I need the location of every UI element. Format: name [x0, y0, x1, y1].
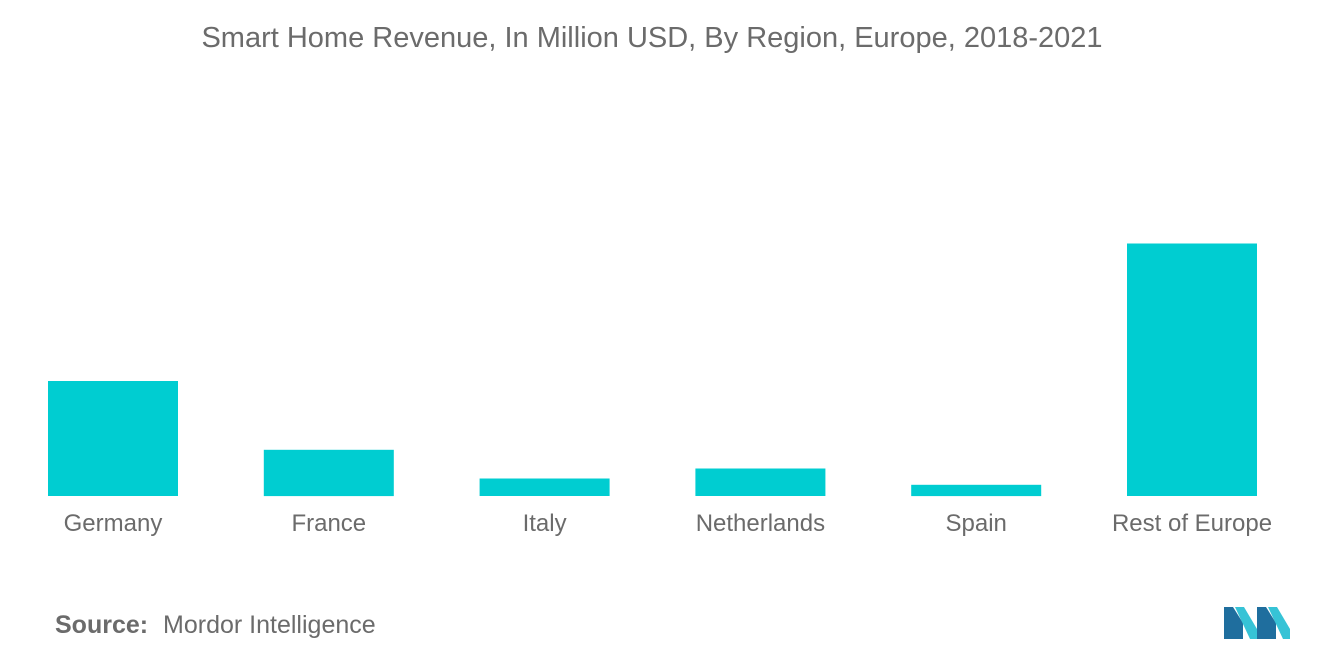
bar-germany — [48, 381, 178, 496]
bars-group — [48, 243, 1257, 497]
mordor-intelligence-logo-icon — [1224, 607, 1290, 639]
source-line: Source: Mordor Intelligence — [55, 611, 376, 640]
source-label: Source: — [55, 611, 149, 639]
bar-italy — [479, 478, 610, 496]
chart-title: Smart Home Revenue, In Million USD, By R… — [201, 22, 1103, 54]
category-label: Germany — [64, 510, 163, 537]
category-label: Spain — [946, 510, 1007, 537]
bar-spain — [911, 484, 1042, 497]
category-label: Netherlands — [696, 510, 825, 537]
category-labels-group: Germany France Italy Netherlands Spain Rest o… — [64, 510, 1272, 537]
category-label: France — [291, 510, 366, 537]
source-text: Mordor Intelligence — [163, 611, 376, 639]
bar-france — [263, 449, 394, 497]
category-label: Rest of Europe — [1112, 510, 1272, 537]
category-label: Italy — [523, 510, 567, 537]
bar-netherlands — [695, 468, 826, 496]
bar-chart: Germany France Italy Netherlands Spain Rest o… — [48, 243, 1272, 537]
bar-rest-of-europe — [1127, 243, 1257, 496]
